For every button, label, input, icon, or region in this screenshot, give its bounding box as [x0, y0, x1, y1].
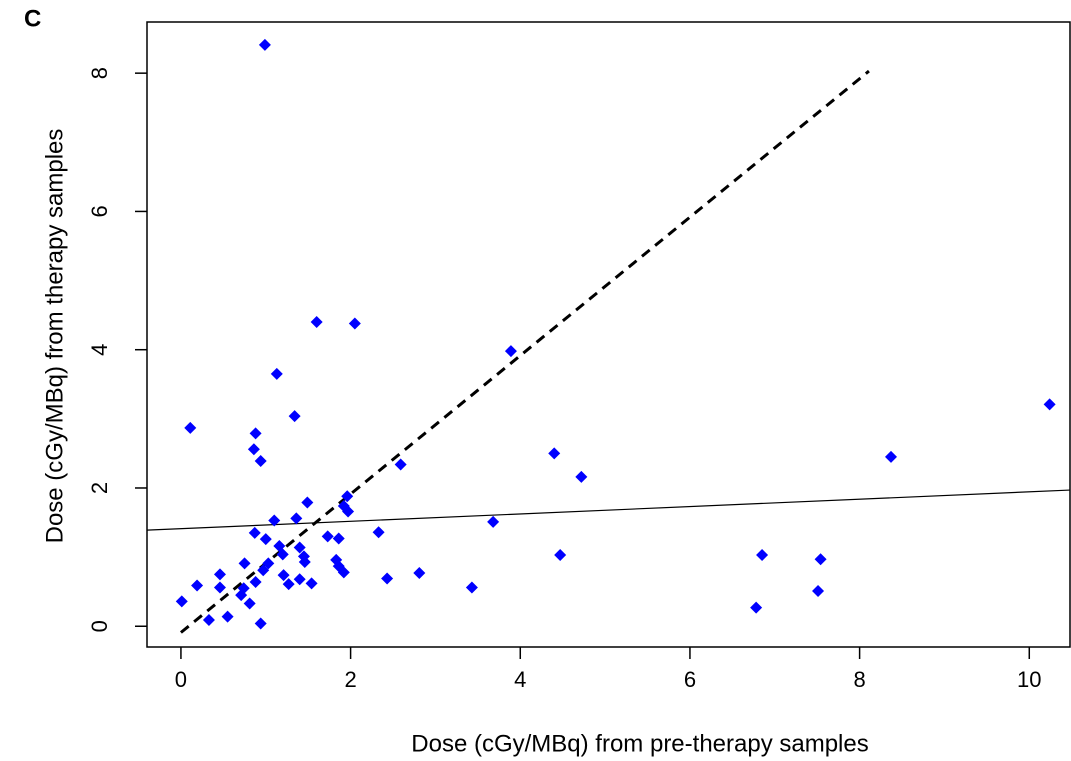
data-point — [884, 450, 897, 463]
data-point — [270, 367, 283, 380]
reference-line — [146, 489, 1071, 531]
data-point — [305, 577, 318, 590]
data-point — [413, 567, 426, 580]
y-tick-label: 8 — [87, 67, 112, 79]
data-point — [332, 532, 345, 545]
data-point — [337, 566, 350, 579]
x-tick-label: 4 — [514, 667, 526, 692]
data-point — [235, 589, 248, 602]
y-axis-title: Dose (cGy/MBq) from therapy samples — [41, 129, 68, 544]
data-point — [213, 581, 226, 594]
plot-frame — [146, 21, 1071, 648]
x-tick-label: 6 — [684, 667, 696, 692]
data-point — [381, 572, 394, 585]
y-tick-label: 0 — [87, 620, 112, 632]
data-point — [487, 515, 500, 528]
data-point — [298, 555, 311, 568]
panel-label: C — [24, 5, 41, 32]
data-point — [293, 541, 306, 554]
x-axis-title: Dose (cGy/MBq) from pre-therapy samples — [411, 730, 868, 757]
data-point — [247, 443, 260, 456]
data-point — [288, 410, 301, 423]
data-point — [202, 614, 215, 627]
data-point — [750, 601, 763, 614]
data-point — [248, 526, 261, 539]
y-tick-label: 2 — [87, 482, 112, 494]
data-point — [814, 553, 827, 566]
data-point — [293, 573, 306, 586]
data-point — [184, 421, 197, 434]
data-point — [238, 557, 251, 570]
data-point — [249, 427, 262, 440]
data-point — [243, 597, 256, 610]
data-point — [175, 595, 188, 608]
data-point — [465, 581, 478, 594]
data-point — [254, 617, 267, 630]
data-point — [372, 526, 385, 539]
data-point — [504, 345, 517, 358]
data-point — [301, 496, 314, 509]
x-tick-label: 8 — [853, 667, 865, 692]
y-tick-label: 4 — [87, 344, 112, 356]
x-tick-label: 10 — [1017, 667, 1041, 692]
data-point — [254, 455, 267, 468]
reference-line — [179, 69, 870, 634]
data-point — [310, 316, 323, 329]
data-point — [249, 576, 262, 589]
data-point — [213, 568, 226, 581]
x-tick-label: 0 — [175, 667, 187, 692]
data-point — [548, 447, 561, 460]
data-point — [282, 578, 295, 591]
data-point — [321, 530, 334, 543]
data-point — [258, 38, 271, 51]
data-point — [341, 490, 354, 503]
data-point — [394, 458, 407, 471]
data-point — [191, 579, 204, 592]
data-point — [756, 549, 769, 562]
data-point — [276, 548, 289, 561]
x-tick-label: 2 — [344, 667, 356, 692]
data-point — [268, 514, 281, 527]
data-point — [554, 549, 567, 562]
data-point — [1043, 398, 1056, 411]
data-point — [348, 317, 361, 330]
data-point — [221, 610, 234, 623]
data-point — [259, 533, 272, 546]
data-point — [575, 470, 588, 483]
y-tick-label: 6 — [87, 205, 112, 217]
data-point — [257, 564, 270, 577]
data-point — [812, 584, 825, 597]
data-point — [290, 512, 303, 525]
data-point — [342, 505, 355, 518]
data-point — [262, 557, 275, 570]
data-point — [277, 569, 290, 582]
